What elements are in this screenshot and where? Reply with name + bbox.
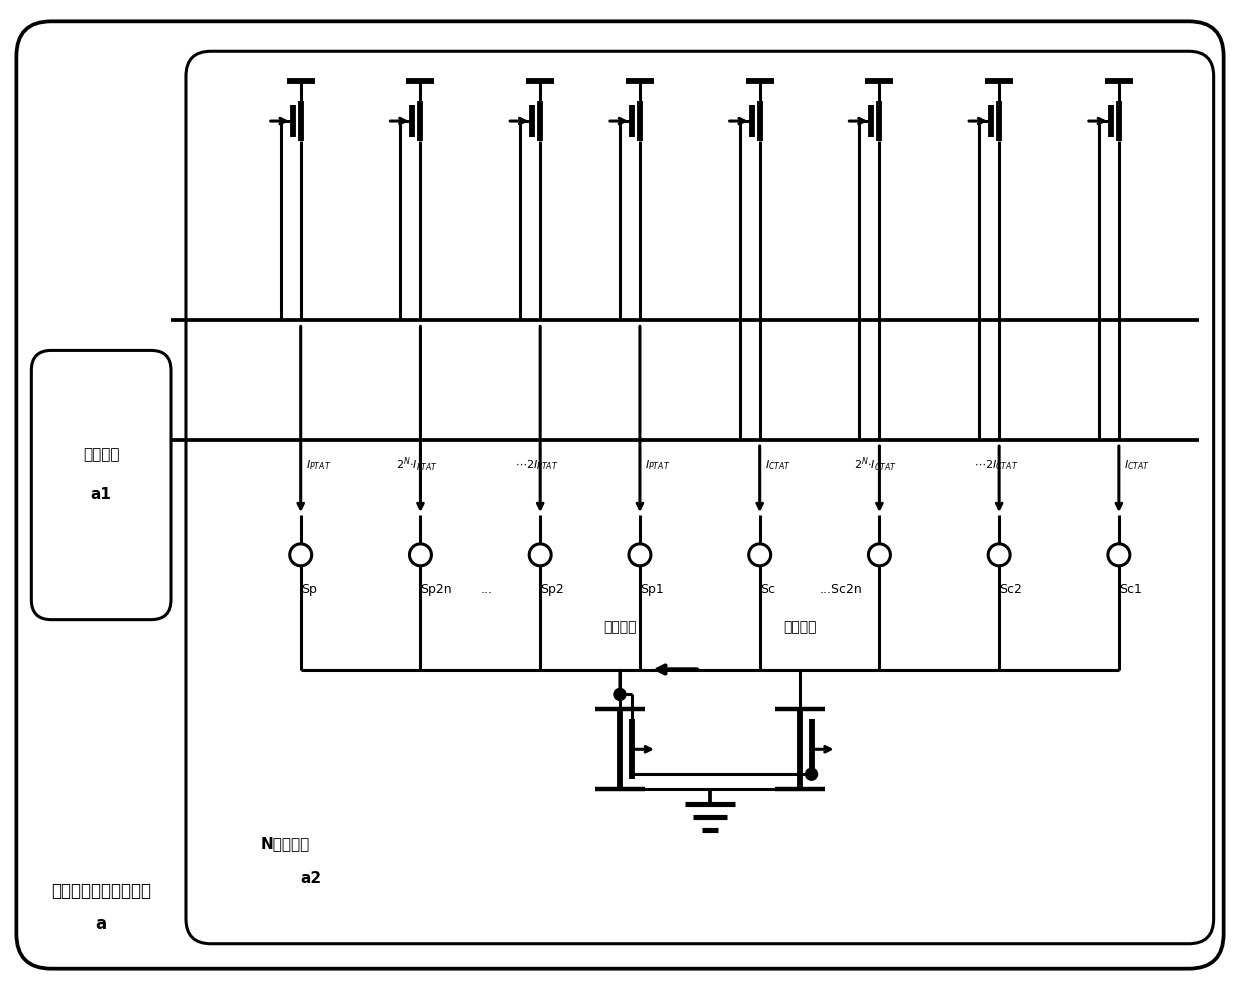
Text: $\cdots 2I_{CTAT}$: $\cdots 2I_{CTAT}$ [975,458,1018,472]
Text: a2: a2 [300,871,321,886]
Text: $2^N{\cdot}I_{PTAT}$: $2^N{\cdot}I_{PTAT}$ [396,455,438,474]
Text: Sp1: Sp1 [640,583,663,596]
FancyBboxPatch shape [16,22,1224,968]
Text: N位电流镜: N位电流镜 [260,837,310,851]
Text: $I_{CTAT}$: $I_{CTAT}$ [1123,458,1149,472]
Circle shape [806,768,817,780]
Text: Sc1: Sc1 [1118,583,1142,596]
Text: $I_{PTAT}$: $I_{PTAT}$ [306,458,331,472]
Text: 偏置电流: 偏置电流 [603,621,637,635]
Text: ...Sc2n: ...Sc2n [820,583,862,596]
Text: Sp2: Sp2 [541,583,564,596]
Text: a1: a1 [91,487,112,503]
Text: Sp: Sp [301,583,316,596]
Text: $I_{CTAT}$: $I_{CTAT}$ [765,458,791,472]
Text: $\cdots 2I_{PTAT}$: $\cdots 2I_{PTAT}$ [516,458,559,472]
Text: 偏置电流: 偏置电流 [782,621,816,635]
Circle shape [614,688,626,700]
Text: $I_{PTAT}$: $I_{PTAT}$ [645,458,671,472]
Text: $2^N{\cdot}I_{CTAT}$: $2^N{\cdot}I_{CTAT}$ [854,455,898,474]
Text: ...: ... [480,583,492,596]
Text: 核心电路: 核心电路 [83,447,119,462]
FancyBboxPatch shape [31,350,171,620]
Text: Sp2n: Sp2n [420,583,453,596]
Text: a: a [95,915,107,933]
Text: 电流模式带隙基准模块: 电流模式带隙基准模块 [51,882,151,900]
Text: Sc2: Sc2 [999,583,1022,596]
Text: Sc: Sc [760,583,775,596]
FancyBboxPatch shape [186,51,1214,943]
